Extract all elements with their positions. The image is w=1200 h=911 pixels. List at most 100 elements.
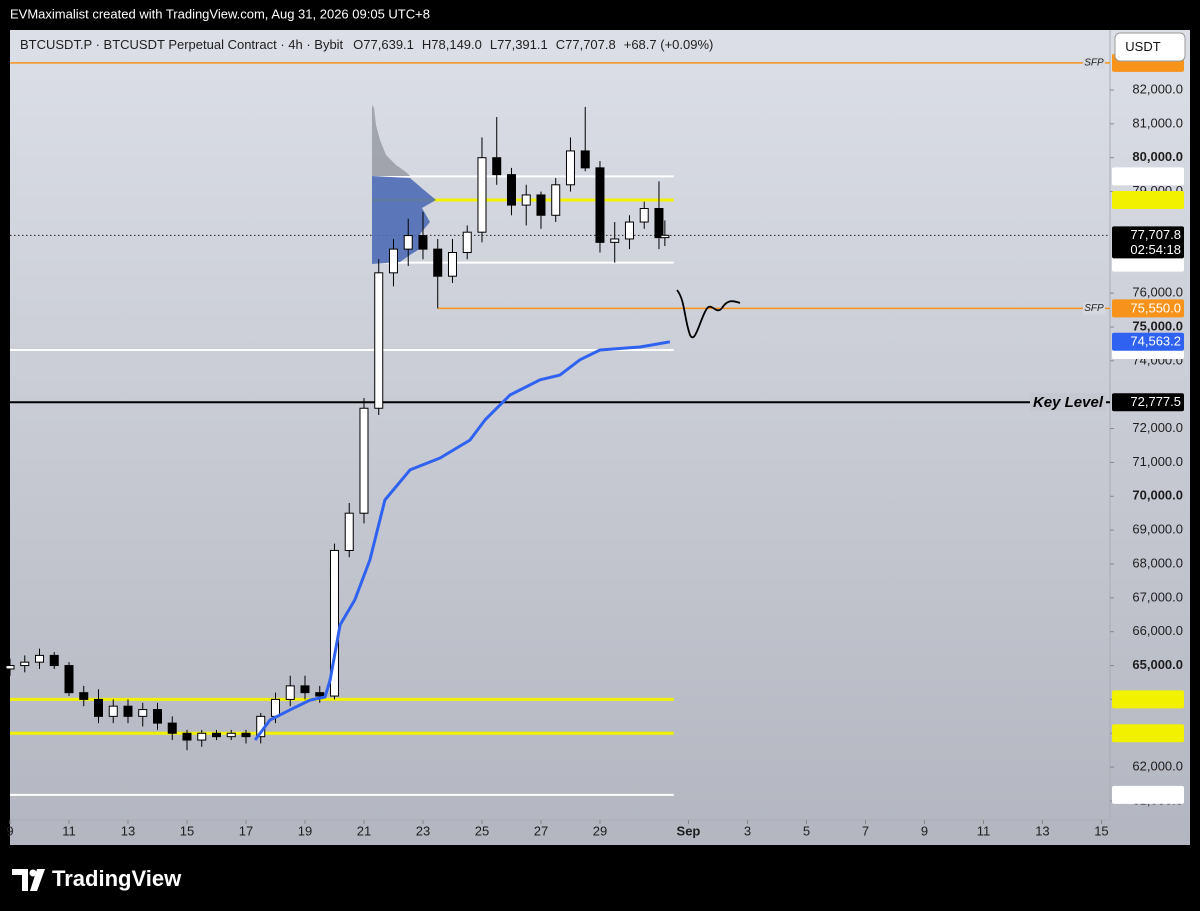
candle-body — [300, 685, 310, 694]
ohlc-value: H78,149.0 — [422, 37, 482, 52]
x-tick-label: 7 — [862, 823, 869, 838]
x-tick-label: 27 — [534, 823, 548, 838]
footer-logo-icon — [12, 869, 45, 891]
candle-body — [403, 235, 413, 250]
candle-body — [5, 665, 15, 670]
price-badge — [1112, 785, 1184, 804]
candle-body — [551, 184, 561, 216]
volume-profile-upper — [372, 105, 410, 176]
x-tick-label: 29 — [593, 823, 607, 838]
x-tick-label: 11 — [977, 823, 991, 838]
x-tick-label: 9 — [6, 823, 13, 838]
last-price-label: 77,707.8 — [1130, 227, 1181, 242]
candle-body — [270, 698, 280, 717]
level-label: Key Level — [1033, 394, 1104, 411]
candle-body — [93, 698, 103, 717]
candle-body — [34, 654, 44, 663]
y-tick-label: 65,000.0 — [1132, 657, 1183, 672]
plot-background — [10, 30, 1190, 845]
y-tick-label: 62,000.0 — [1132, 759, 1183, 774]
x-tick-label: Sep — [677, 823, 701, 838]
level-text-bg — [1083, 302, 1105, 315]
x-tick-label: 25 — [475, 823, 489, 838]
candle-body — [152, 709, 162, 724]
countdown-label: 02:54:18 — [1130, 242, 1181, 257]
level-text-bg — [1083, 56, 1105, 69]
x-tick-label: 3 — [744, 823, 751, 838]
candle-body — [241, 732, 251, 738]
y-tick-label: 71,000.0 — [1132, 454, 1183, 469]
candle-body — [506, 174, 516, 206]
x-tick-label: 21 — [357, 823, 371, 838]
candles — [5, 106, 670, 751]
candle-body — [595, 167, 605, 243]
candle-body — [536, 194, 546, 216]
candle-body — [359, 407, 369, 514]
candle-body — [226, 732, 236, 738]
candle-body — [624, 221, 634, 240]
price-badge — [1112, 724, 1184, 743]
candle-body — [315, 692, 325, 697]
candle-body — [108, 705, 118, 717]
y-tick-label: 82,000.0 — [1132, 81, 1183, 96]
candle-body — [580, 150, 590, 169]
candle-body — [660, 234, 670, 239]
candle-body — [610, 238, 620, 243]
y-tick-label: 76,000.0 — [1132, 285, 1183, 300]
level-text: SFP — [1084, 58, 1104, 69]
candle-body — [521, 194, 531, 206]
candle-body — [654, 207, 664, 239]
candle-body — [64, 665, 74, 694]
price-badge — [1112, 690, 1184, 709]
ohlc-value: L77,391.1 — [490, 37, 548, 52]
vwap-line — [253, 340, 671, 741]
candle-body — [433, 248, 443, 277]
currency-label: USDT — [1125, 39, 1160, 54]
candle-body — [167, 722, 177, 734]
level-text: SFP — [1084, 303, 1104, 314]
y-tick-label: 70,000.0 — [1132, 488, 1183, 503]
symbol-legend: BTCUSDT.P · BTCUSDT Perpetual Contract ·… — [20, 37, 713, 52]
drawn-projection — [676, 289, 741, 339]
candle-body — [418, 235, 428, 250]
symbol-title: BTCUSDT.P · BTCUSDT Perpetual Contract ·… — [20, 37, 344, 52]
x-tick-label: 5 — [803, 823, 810, 838]
x-tick-label: 15 — [1094, 823, 1108, 838]
candle-body — [462, 231, 472, 254]
candle-body — [138, 709, 148, 717]
candle-body — [79, 692, 89, 700]
candle-body — [197, 732, 207, 741]
x-tick-label: 13 — [121, 823, 135, 838]
attribution: EVMaximalist created with TradingView.co… — [10, 6, 430, 21]
x-tick-label: 9 — [921, 823, 928, 838]
price-badge — [1112, 299, 1184, 318]
candle-body — [49, 654, 59, 667]
footer-logo: TradingView — [52, 866, 182, 891]
y-tick-label: 75,000.0 — [1132, 318, 1183, 333]
currency-button[interactable] — [1114, 32, 1186, 62]
price-badge — [1112, 393, 1184, 412]
candle-body — [477, 157, 487, 233]
candle-body — [492, 157, 502, 176]
x-tick-label: 13 — [1035, 823, 1049, 838]
y-tick-label: 69,000.0 — [1132, 522, 1183, 537]
candle-body — [329, 549, 339, 697]
y-tick-label: 81,000.0 — [1132, 115, 1183, 130]
candle-body — [374, 272, 384, 409]
price-badge-label: 75,550.0 — [1130, 300, 1181, 315]
price-badge-label: 72,777.5 — [1130, 394, 1181, 409]
candle-body — [388, 248, 398, 274]
x-tick-label: 15 — [180, 823, 194, 838]
vwap — [253, 340, 671, 741]
y-tick-label: 68,000.0 — [1132, 555, 1183, 570]
level-label-bg — [1030, 393, 1106, 412]
x-tick-label: 19 — [298, 823, 312, 838]
y-tick-label: 66,000.0 — [1132, 623, 1183, 638]
y-tick-label: 72,000.0 — [1132, 420, 1183, 435]
candle-body — [639, 207, 649, 223]
levels: SFP SFP Key Level — [10, 56, 1110, 796]
candle-body — [123, 705, 133, 717]
candle-body — [182, 732, 192, 741]
